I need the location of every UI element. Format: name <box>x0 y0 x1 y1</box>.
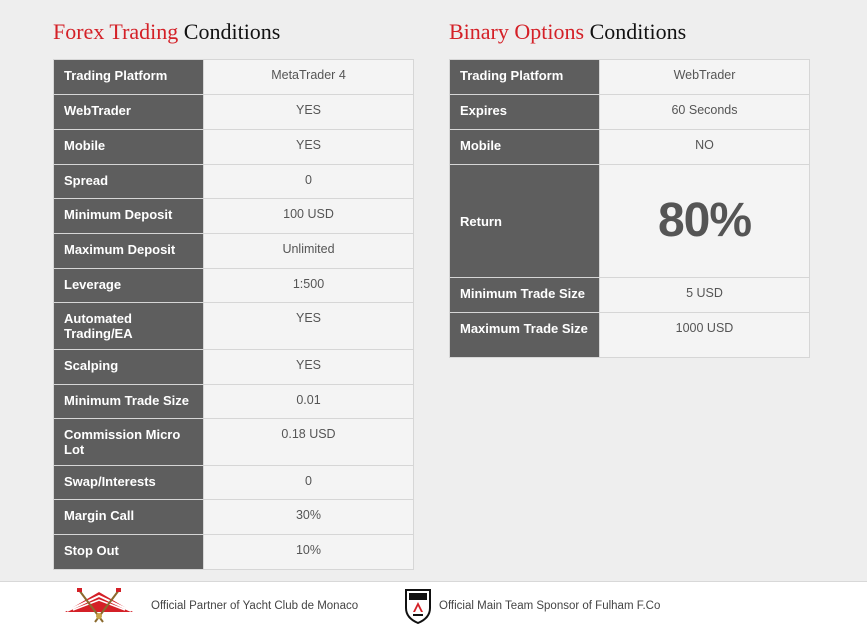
row-value-mobile: NO <box>599 129 810 165</box>
binary-conditions-table: Trading Platform WebTrader Expires 60 Seco… <box>449 59 810 358</box>
table-row: WebTrader YES <box>53 94 414 130</box>
row-label-trading-platform: Trading Platform <box>53 59 204 95</box>
footer-fulham[interactable]: Official Main Team Sponsor of Fulham F.C… <box>403 587 660 625</box>
fulham-crest-icon <box>405 589 431 624</box>
row-value-spread: 0 <box>203 164 414 199</box>
table-row: Trading Platform WebTrader <box>449 59 810 95</box>
forex-title-highlight: Forex Trading <box>53 19 179 44</box>
table-row: Minimum Deposit 100 USD <box>53 198 414 234</box>
fulham-text: Official Main Team Sponsor of Fulham F.C… <box>439 600 661 612</box>
binary-title-highlight: Binary Options <box>449 19 585 44</box>
row-value-trading-platform: WebTrader <box>599 59 810 95</box>
row-value-maximum-deposit: Unlimited <box>203 233 414 269</box>
table-row: Mobile YES <box>53 129 414 165</box>
table-row: Margin Call 30% <box>53 499 414 535</box>
table-row: Minimum Trade Size 5 USD <box>449 277 810 313</box>
row-value-mobile: YES <box>203 129 414 165</box>
row-label-maximum-trade-size: Maximum Trade Size <box>449 312 600 358</box>
row-label-maximum-deposit: Maximum Deposit <box>53 233 204 269</box>
row-value-expires: 60 Seconds <box>599 94 810 130</box>
table-row: Stop Out 10% <box>53 534 414 570</box>
row-label-commission-micro-lot: Commission Micro Lot <box>53 418 204 466</box>
row-value-swap-interests: 0 <box>203 465 414 500</box>
table-row: Commission Micro Lot 0.18 USD <box>53 418 414 466</box>
table-row: Trading Platform MetaTrader 4 <box>53 59 414 95</box>
row-value-margin-call: 30% <box>203 499 414 535</box>
row-value-scalping: YES <box>203 349 414 385</box>
binary-section-title: Binary Options Conditions <box>449 19 686 45</box>
row-label-swap-interests: Swap/Interests <box>53 465 204 500</box>
row-label-stop-out: Stop Out <box>53 534 204 570</box>
binary-title-rest: Conditions <box>589 19 687 44</box>
table-row: Minimum Trade Size 0.01 <box>53 384 414 419</box>
table-row: Mobile NO <box>449 129 810 165</box>
row-label-scalping: Scalping <box>53 349 204 385</box>
row-value-commission-micro-lot: 0.18 USD <box>203 418 414 466</box>
table-row: Swap/Interests 0 <box>53 465 414 500</box>
table-row: Leverage 1:500 <box>53 268 414 303</box>
forex-title-rest: Conditions <box>183 19 281 44</box>
yacht-club-text: Official Partner of Yacht Club de Monaco <box>151 600 359 612</box>
row-label-leverage: Leverage <box>53 268 204 303</box>
table-row: Expires 60 Seconds <box>449 94 810 130</box>
table-row: Scalping YES <box>53 349 414 385</box>
row-value-minimum-deposit: 100 USD <box>203 198 414 234</box>
row-label-minimum-deposit: Minimum Deposit <box>53 198 204 234</box>
row-label-trading-platform: Trading Platform <box>449 59 600 95</box>
table-row: Return 80% <box>449 164 810 278</box>
row-label-minimum-trade-size: Minimum Trade Size <box>449 277 600 313</box>
forex-section-title: Forex Trading Conditions <box>53 19 280 45</box>
row-label-spread: Spread <box>53 164 204 199</box>
row-label-expires: Expires <box>449 94 600 130</box>
yacht-club-logo-icon <box>65 588 133 623</box>
row-value-webtrader: YES <box>203 94 414 130</box>
row-label-minimum-trade-size: Minimum Trade Size <box>53 384 204 419</box>
row-value-return: 80% <box>599 164 810 278</box>
row-label-webtrader: WebTrader <box>53 94 204 130</box>
row-value-minimum-trade-size: 5 USD <box>599 277 810 313</box>
footer: Official Partner of Yacht Club de Monaco… <box>0 581 867 629</box>
row-label-mobile: Mobile <box>53 129 204 165</box>
row-value-stop-out: 10% <box>203 534 414 570</box>
row-label-return: Return <box>449 164 600 278</box>
table-row: Maximum Deposit Unlimited <box>53 233 414 269</box>
row-label-margin-call: Margin Call <box>53 499 204 535</box>
row-value-trading-platform: MetaTrader 4 <box>203 59 414 95</box>
row-value-maximum-trade-size: 1000 USD <box>599 312 810 358</box>
row-label-mobile: Mobile <box>449 129 600 165</box>
table-row: Maximum Trade Size 1000 USD <box>449 312 810 358</box>
forex-conditions-table: Trading Platform MetaTrader 4 WebTrader YE… <box>53 59 414 570</box>
row-value-automated-trading: YES <box>203 302 414 350</box>
table-row: Automated Trading/EA YES <box>53 302 414 350</box>
footer-yacht-club[interactable]: Official Partner of Yacht Club de Monaco <box>53 587 358 625</box>
row-value-leverage: 1:500 <box>203 268 414 303</box>
table-row: Spread 0 <box>53 164 414 199</box>
row-label-automated-trading: Automated Trading/EA <box>53 302 204 350</box>
row-value-minimum-trade-size: 0.01 <box>203 384 414 419</box>
